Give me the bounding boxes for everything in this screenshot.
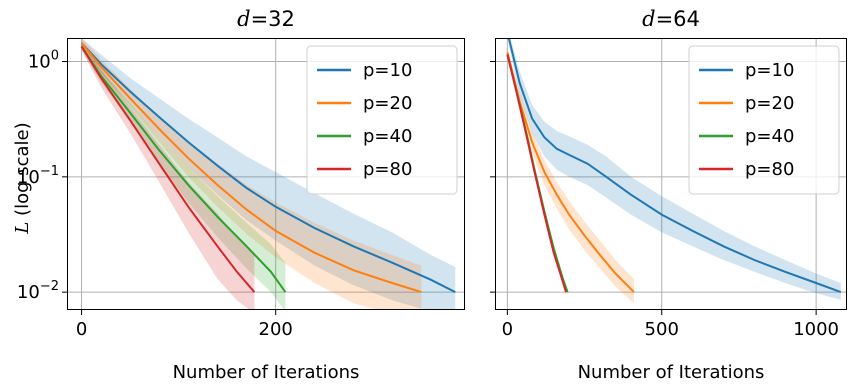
- panel-d64: 0 500 1000 d=64 Number of Iterations p=10 p=20…: [490, 7, 847, 383]
- series-line-p10: [80, 42, 456, 293]
- x-tick-label: 0: [76, 319, 87, 340]
- series-line-p40: [80, 45, 287, 293]
- band-p10: [507, 38, 841, 300]
- series-line-p20: [506, 52, 635, 293]
- legend-label-p40: p=40: [363, 126, 412, 147]
- y-tick-label: 100: [28, 49, 59, 73]
- y-axis-label-text: (log scale): [12, 122, 33, 221]
- x-tick-label: 200: [259, 319, 293, 340]
- legend-label-p80: p=80: [745, 159, 794, 180]
- legend: p=10 p=20 p=40 p=80: [306, 45, 458, 195]
- x-tick-label: 1000: [793, 319, 839, 340]
- x-tick-label: 500: [645, 319, 679, 340]
- series-line-p80: [80, 45, 256, 293]
- chart-title: d=32: [237, 7, 295, 31]
- band-p20: [507, 47, 634, 304]
- x-tick-label: 0: [502, 319, 513, 340]
- series-line-p10: [507, 38, 842, 294]
- panel-d32: 0 200 100 10−1 10−2 d=32 Number of Iterations p…: [17, 7, 465, 383]
- legend-box: [688, 45, 840, 195]
- band-p40: [81, 42, 286, 310]
- series-line-p80: [506, 54, 567, 293]
- band-p20: [81, 38, 422, 310]
- y-axis-label-symbol: L: [12, 222, 33, 235]
- chart-title: d=64: [642, 7, 700, 31]
- plot-frame: [67, 38, 465, 310]
- legend-label-p40: p=40: [745, 126, 794, 147]
- y-tick-label: 10−1: [17, 164, 59, 188]
- series-line-p20: [80, 42, 422, 294]
- legend-box: [306, 45, 458, 195]
- plot-frame: [495, 38, 847, 310]
- legend-label-p20: p=20: [745, 93, 794, 114]
- band-p10: [81, 38, 456, 310]
- x-axis-label: Number of Iterations: [173, 362, 360, 383]
- legend-label-p20: p=20: [363, 93, 412, 114]
- x-axis-label: Number of Iterations: [578, 362, 765, 383]
- y-tick-label: 10−2: [17, 279, 59, 303]
- legend-label-p10: p=10: [745, 60, 794, 81]
- legend-label-p80: p=80: [363, 159, 412, 180]
- y-axis-label: L (log scale): [12, 122, 33, 234]
- legend-label-p10: p=10: [363, 60, 412, 81]
- legend: p=10 p=20 p=40 p=80: [688, 45, 840, 195]
